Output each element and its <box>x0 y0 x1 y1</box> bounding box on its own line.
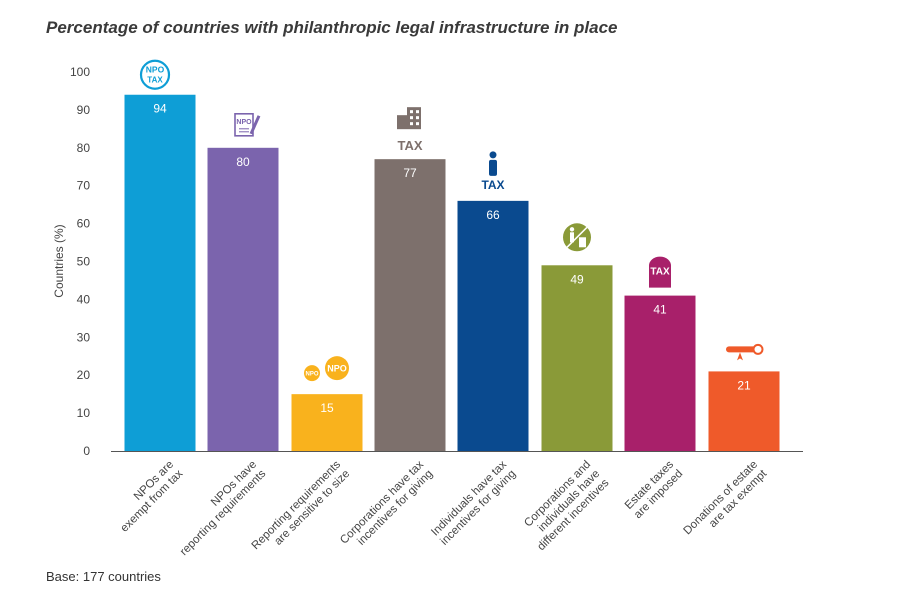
y-tick-label: 100 <box>70 65 90 79</box>
y-axis-label: Countries (%) <box>52 224 66 297</box>
data-label: 21 <box>737 378 751 392</box>
y-tick-label: 90 <box>77 103 91 117</box>
bar <box>457 200 529 451</box>
x-tick-label: Corporations andindividuals havedifferen… <box>517 458 612 553</box>
svg-text:TAX: TAX <box>650 267 670 278</box>
x-tick-label: Estate taxesare imposed <box>623 458 686 521</box>
bar <box>541 265 613 451</box>
y-tick-label: 80 <box>77 141 91 155</box>
x-tick-label: NPOs areexempt from tax <box>109 458 185 534</box>
y-tick-label: 50 <box>77 255 91 269</box>
x-tick-label: Corporations have taxincentives for givi… <box>338 458 435 555</box>
data-label: 94 <box>153 102 167 116</box>
npo-size-badges-icon: NPO NPO <box>304 356 349 382</box>
bar <box>708 371 780 451</box>
svg-text:TAX: TAX <box>397 138 422 153</box>
bar <box>374 159 446 452</box>
x-tick-label: Individuals have taxincentives for givin… <box>429 458 518 547</box>
bar <box>624 295 696 451</box>
certificate-scroll-icon <box>726 343 764 361</box>
person-building-circle-icon <box>563 223 591 252</box>
npo-document-pen-icon: NPO <box>234 113 261 137</box>
y-tick-label: 60 <box>77 217 91 231</box>
bar <box>291 394 363 451</box>
y-tick-label: 0 <box>83 444 90 458</box>
tax-tombstone-icon: TAX <box>649 256 671 288</box>
svg-text:TAX: TAX <box>481 178 504 192</box>
data-label: 41 <box>653 303 667 317</box>
svg-text:NPO: NPO <box>236 119 252 126</box>
y-tick-label: 30 <box>77 330 91 344</box>
svg-text:NPO: NPO <box>305 372 318 378</box>
bar <box>207 147 279 452</box>
data-label: 77 <box>403 166 417 180</box>
footnote: Base: 177 countries <box>46 569 161 584</box>
data-label: 80 <box>236 155 250 169</box>
data-label: 49 <box>570 272 584 286</box>
svg-text:TAX: TAX <box>147 76 163 85</box>
building-tax-icon: TAX <box>397 107 423 153</box>
y-tick-label: 40 <box>77 292 91 306</box>
bar <box>124 94 196 452</box>
svg-text:NPO: NPO <box>327 364 347 374</box>
svg-text:NPO: NPO <box>146 65 165 75</box>
y-tick-label: 10 <box>77 406 91 420</box>
chart-title: Percentage of countries with philanthrop… <box>46 18 618 37</box>
y-tick-label: 70 <box>77 179 91 193</box>
y-tick-label: 20 <box>77 368 91 382</box>
x-tick-label: Donations of estateare tax exempt <box>682 458 770 546</box>
data-label: 66 <box>486 208 500 222</box>
data-label: 15 <box>320 401 334 415</box>
person-tax-icon: TAX <box>481 151 505 192</box>
